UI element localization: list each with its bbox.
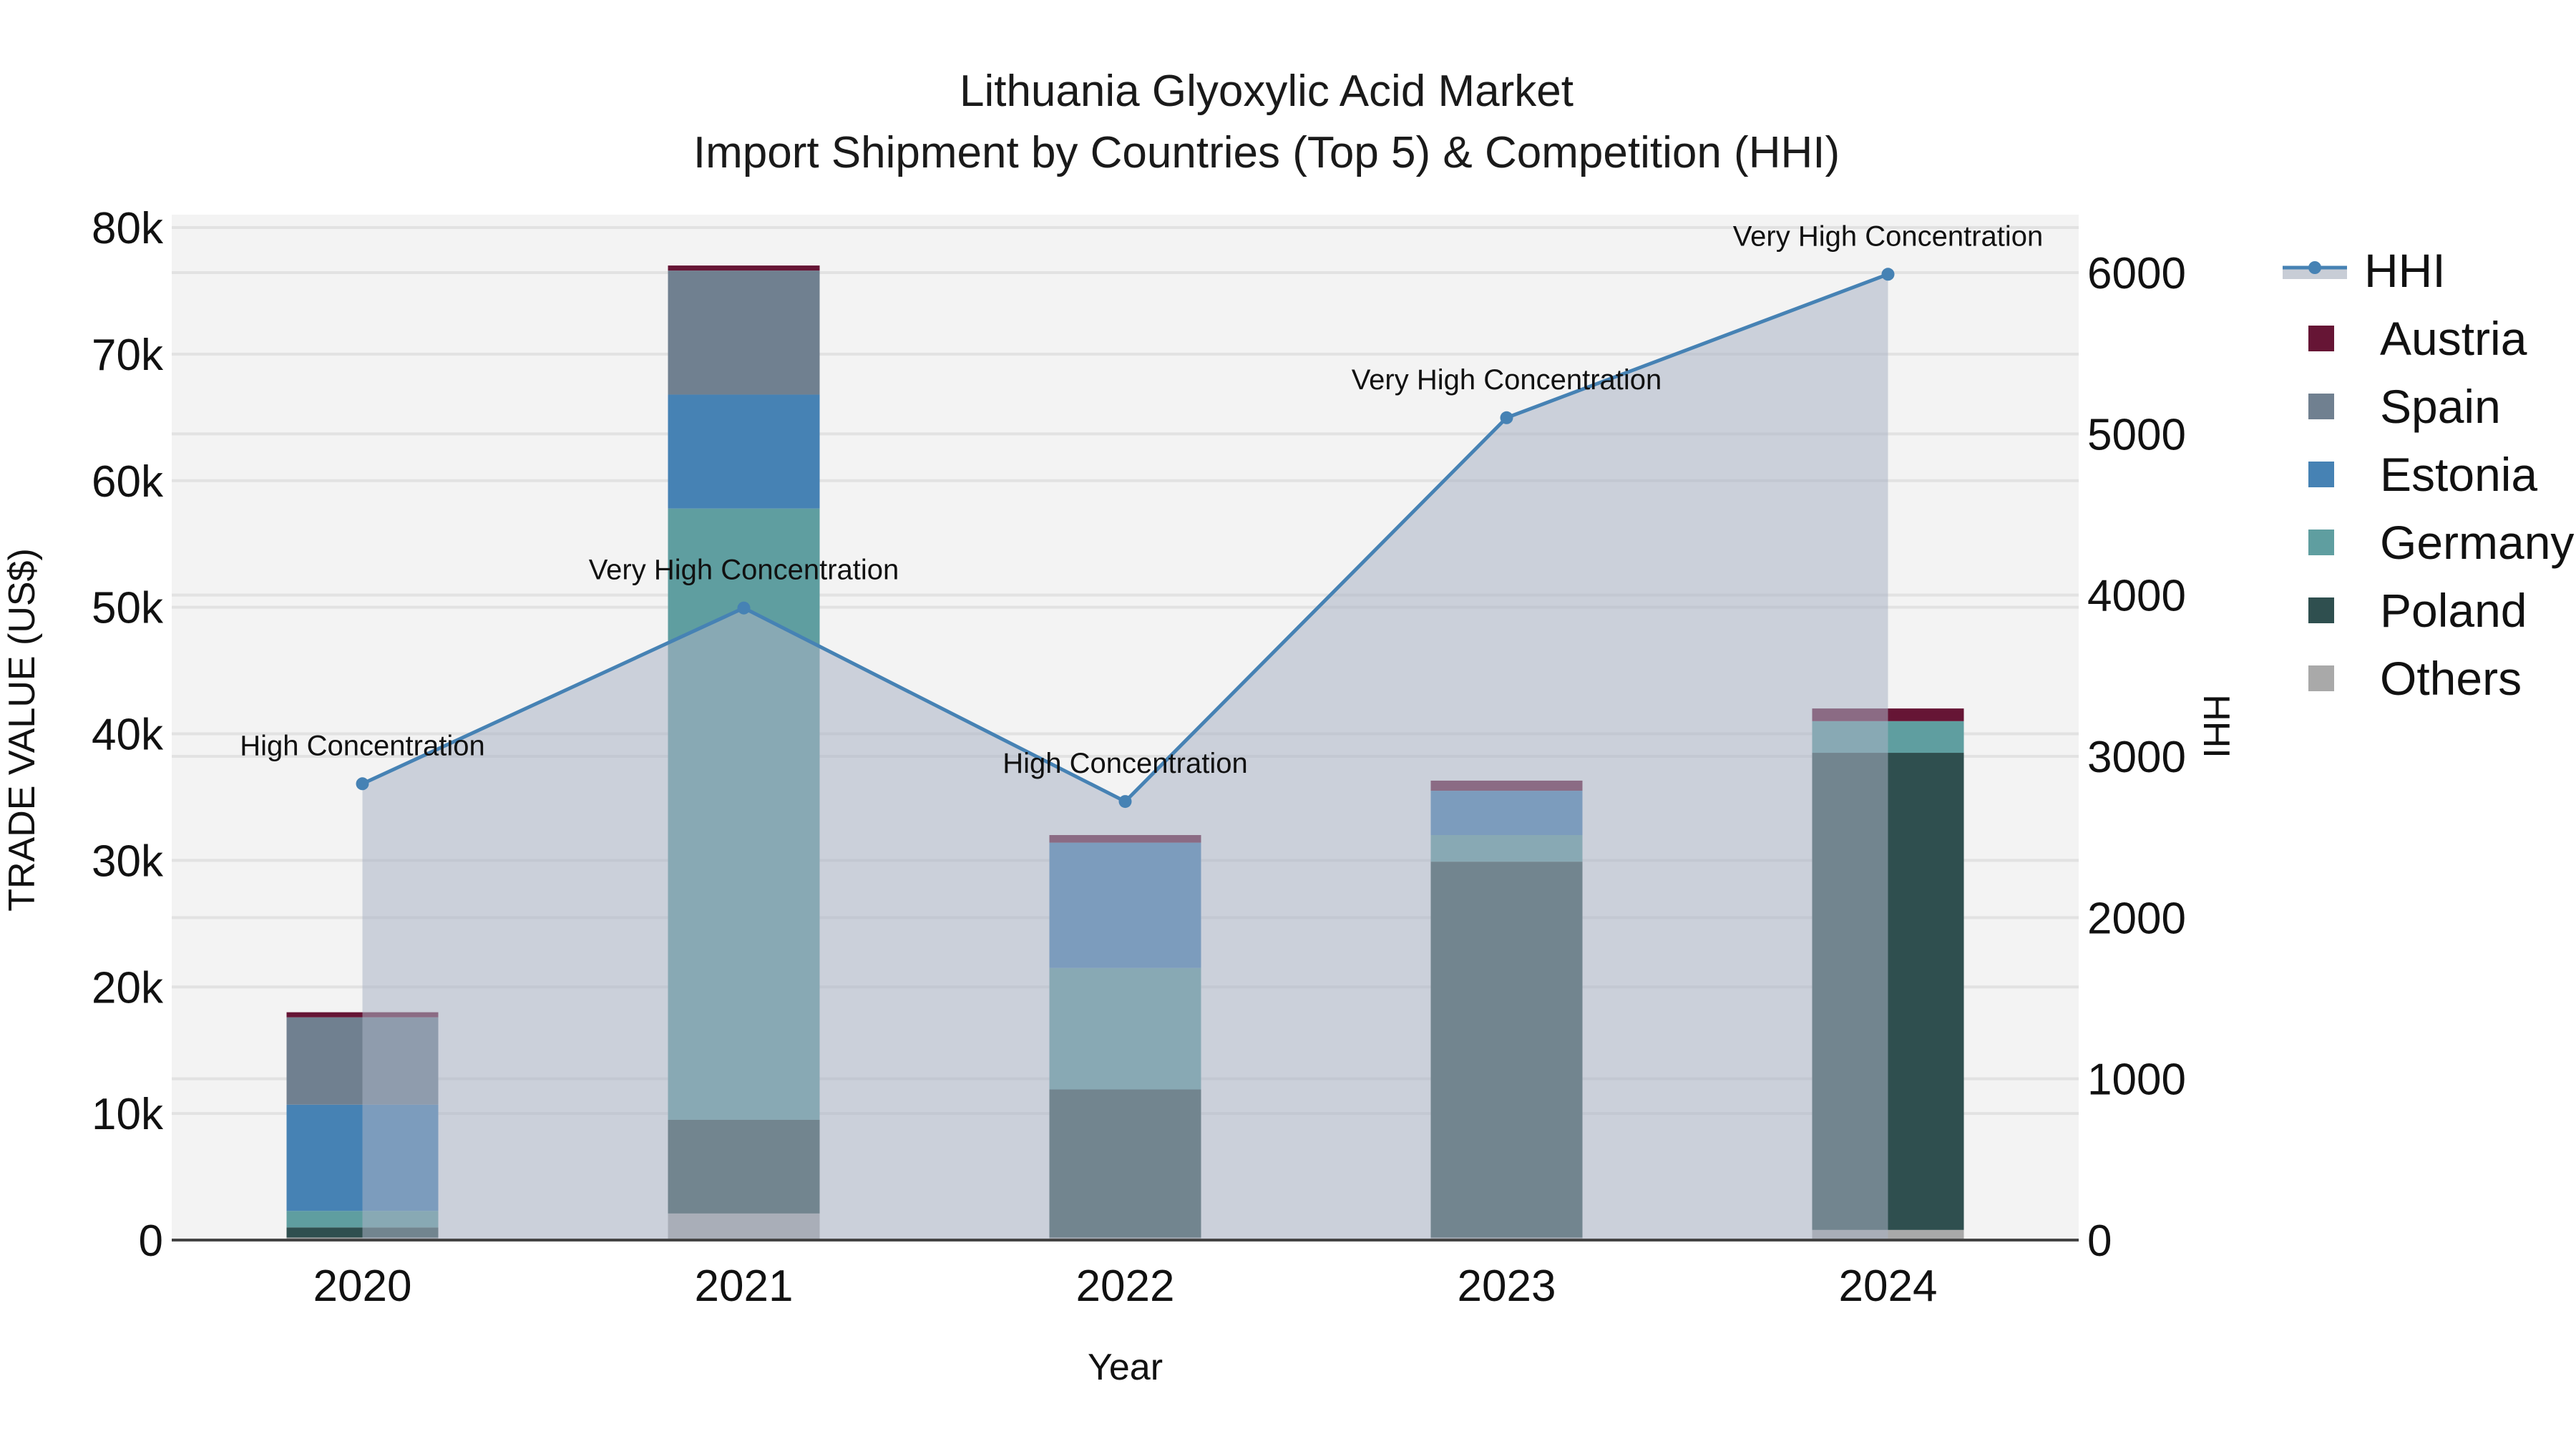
y-left-tick: 80k bbox=[92, 204, 164, 253]
legend-label: Spain bbox=[2380, 379, 2501, 433]
x-tick: 2021 bbox=[695, 1262, 794, 1311]
swatch-icon bbox=[2308, 325, 2334, 351]
y-right-tick: 6000 bbox=[2087, 249, 2186, 298]
hhi-annotation: Very High Concentration bbox=[589, 555, 899, 586]
hhi-point[interactable] bbox=[356, 777, 369, 791]
y-right-tick: 0 bbox=[2087, 1216, 2112, 1266]
y-right-tick: 5000 bbox=[2087, 410, 2186, 459]
y-left-tick: 30k bbox=[92, 836, 164, 886]
swatch-icon bbox=[2308, 665, 2334, 691]
line-marker-icon bbox=[2283, 256, 2347, 285]
x-tick: 2022 bbox=[1076, 1262, 1175, 1311]
legend-label: HHI bbox=[2364, 243, 2446, 297]
y-left-tick: 10k bbox=[92, 1090, 164, 1139]
swatch-icon bbox=[2308, 393, 2334, 419]
y-left-tick: 20k bbox=[92, 963, 164, 1013]
swatch-icon bbox=[2308, 461, 2334, 487]
y-right-axis-label: HHI bbox=[2195, 694, 2237, 758]
bar-segment-austria[interactable] bbox=[668, 265, 820, 271]
hhi-point[interactable] bbox=[1118, 795, 1132, 809]
x-tick: 2023 bbox=[1458, 1262, 1556, 1311]
y-right-tick: 3000 bbox=[2087, 733, 2186, 782]
legend-label: Others bbox=[2380, 651, 2522, 705]
hhi-annotation: High Concentration bbox=[1002, 748, 1247, 779]
hhi-annotation: Very High Concentration bbox=[1352, 364, 1662, 396]
y-right-tick: 1000 bbox=[2087, 1055, 2186, 1105]
legend-item-germany[interactable]: Germany bbox=[2283, 508, 2574, 576]
legend-item-poland[interactable]: Poland bbox=[2283, 576, 2574, 644]
hhi-annotation: Very High Concentration bbox=[1733, 220, 2044, 252]
chart-title-line2: Import Shipment by Countries (Top 5) & C… bbox=[693, 128, 1840, 177]
swatch-icon bbox=[2308, 529, 2334, 555]
hhi-annotation: High Concentration bbox=[240, 730, 484, 761]
y-left-axis-label: TRADE VALUE (US$) bbox=[1, 548, 43, 912]
y-left-tick: 60k bbox=[92, 457, 164, 507]
legend-label: Poland bbox=[2380, 583, 2527, 637]
bar-segment-estonia[interactable] bbox=[668, 394, 820, 509]
legend-item-spain[interactable]: Spain bbox=[2283, 372, 2574, 440]
legend-item-estonia[interactable]: Estonia bbox=[2283, 440, 2574, 508]
legend-item-others[interactable]: Others bbox=[2283, 644, 2574, 712]
x-tick: 2024 bbox=[1839, 1262, 1938, 1311]
legend: HHI Austria Spain Estonia Germany Poland Other… bbox=[2283, 236, 2574, 712]
hhi-area bbox=[362, 274, 1888, 1241]
hhi-point[interactable] bbox=[1500, 411, 1513, 424]
y-right-tick: 4000 bbox=[2087, 572, 2186, 621]
legend-label: Estonia bbox=[2380, 447, 2538, 501]
legend-item-hhi[interactable]: HHI bbox=[2283, 236, 2574, 304]
y-right-tick: 2000 bbox=[2087, 894, 2186, 943]
y-left-tick: 0 bbox=[139, 1216, 163, 1266]
hhi-point[interactable] bbox=[1881, 268, 1895, 281]
swatch-icon bbox=[2308, 597, 2334, 623]
legend-item-austria[interactable]: Austria bbox=[2283, 304, 2574, 372]
chart-title-line1: Lithuania Glyoxylic Acid Market bbox=[959, 67, 1574, 116]
x-axis-label: Year bbox=[1088, 1347, 1163, 1388]
bar-segment-spain[interactable] bbox=[668, 270, 820, 395]
y-left-tick: 50k bbox=[92, 584, 164, 633]
x-tick: 2020 bbox=[313, 1262, 412, 1311]
y-left-tick: 70k bbox=[92, 331, 164, 380]
y-left-tick: 40k bbox=[92, 711, 164, 760]
legend-label: Austria bbox=[2380, 311, 2527, 365]
legend-label: Germany bbox=[2380, 515, 2575, 569]
hhi-point[interactable] bbox=[737, 601, 751, 615]
